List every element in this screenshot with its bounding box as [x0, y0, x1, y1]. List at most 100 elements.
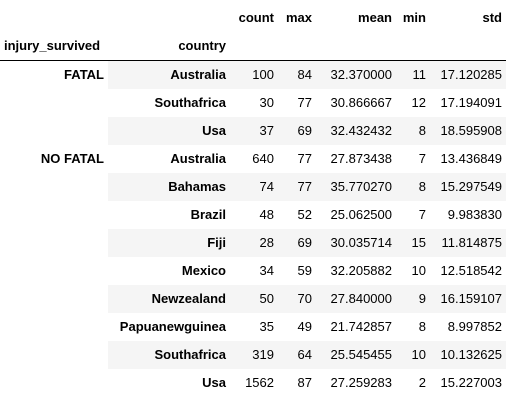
- cell-std: 15.227003: [430, 369, 506, 397]
- cell-std: 10.132625: [430, 341, 506, 369]
- corner-cell: [0, 4, 108, 32]
- column-header-mean: mean: [316, 4, 396, 32]
- cell-std: 17.194091: [430, 89, 506, 117]
- table-row: FATAL Australia 100 84 32.370000 11 17.120285: [0, 60, 506, 145]
- row-label-country: Southafrica: [108, 89, 230, 117]
- table-body: FATAL Australia 100 84 32.370000 11 17.120285 S…: [0, 60, 506, 397]
- table-row: Papuanewguinea 35 49 21.742857 8 8.997852: [0, 313, 506, 341]
- column-header-row: count max mean min std: [0, 4, 506, 32]
- cell-mean: 35.770270: [316, 173, 396, 201]
- cell-mean: 30.866667: [316, 89, 396, 117]
- row-label-country: Usa: [108, 369, 230, 397]
- cell-mean: 30.035714: [316, 229, 396, 257]
- table-row: Usa 1562 87 27.259283 2 15.227003: [0, 369, 506, 397]
- table-row: NO FATAL Australia 640 77 27.873438 7 13.43684…: [0, 145, 506, 397]
- index-name-filler: [396, 32, 430, 61]
- cell-max: 77: [278, 173, 316, 201]
- cell-min: 10: [396, 341, 430, 369]
- table-row: Fiji 28 69 30.035714 15 11.814875: [0, 229, 506, 257]
- cell-max: 49: [278, 313, 316, 341]
- cell-mean: 27.840000: [316, 285, 396, 313]
- cell-min: 7: [396, 145, 430, 173]
- cell-max: 70: [278, 285, 316, 313]
- index-name-filler: [430, 32, 506, 61]
- cell-mean: 25.545455: [316, 341, 396, 369]
- cell-count: 74: [230, 173, 278, 201]
- cell-count: 319: [230, 341, 278, 369]
- cell-std: 16.159107: [430, 285, 506, 313]
- cell-mean: 25.062500: [316, 201, 396, 229]
- cell-max: 52: [278, 201, 316, 229]
- cell-mean: 32.370000: [316, 60, 396, 89]
- cell-max: 84: [278, 60, 316, 89]
- row-label-country: Fiji: [108, 229, 230, 257]
- index-name-injury-survived: injury_survived: [0, 32, 108, 61]
- row-label-country: Usa: [108, 117, 230, 145]
- row-label-country: Papuanewguinea: [108, 313, 230, 341]
- cell-min: 8: [396, 173, 430, 201]
- cell-max: 77: [278, 89, 316, 117]
- table-row: Usa 37 69 32.432432 8 18.595908: [0, 117, 506, 145]
- table-row: Southafrica 319 64 25.545455 10 10.132625: [0, 341, 506, 369]
- row-label-country: Mexico: [108, 257, 230, 285]
- cell-count: 48: [230, 201, 278, 229]
- table-row: Bahamas 74 77 35.770270 8 15.297549: [0, 173, 506, 201]
- column-header-std: std: [430, 4, 506, 32]
- cell-min: 9: [396, 285, 430, 313]
- cell-count: 1562: [230, 369, 278, 397]
- cell-std: 13.436849: [430, 145, 506, 173]
- dataframe-table: count max mean min std injury_survived c…: [0, 4, 506, 397]
- group-label-injury-survived: NO FATAL: [0, 145, 108, 397]
- cell-count: 34: [230, 257, 278, 285]
- index-name-country: country: [108, 32, 230, 61]
- group-label-injury-survived: FATAL: [0, 60, 108, 145]
- column-header-min: min: [396, 4, 430, 32]
- row-label-country: Australia: [108, 145, 230, 173]
- cell-count: 37: [230, 117, 278, 145]
- cell-mean: 32.432432: [316, 117, 396, 145]
- cell-min: 7: [396, 201, 430, 229]
- cell-std: 9.983830: [430, 201, 506, 229]
- index-name-filler: [316, 32, 396, 61]
- cell-std: 8.997852: [430, 313, 506, 341]
- index-name-filler: [230, 32, 278, 61]
- cell-max: 87: [278, 369, 316, 397]
- cell-max: 77: [278, 145, 316, 173]
- row-label-country: Southafrica: [108, 341, 230, 369]
- cell-count: 100: [230, 60, 278, 89]
- cell-min: 12: [396, 89, 430, 117]
- cell-max: 59: [278, 257, 316, 285]
- cell-max: 69: [278, 229, 316, 257]
- cell-min: 8: [396, 117, 430, 145]
- cell-std: 15.297549: [430, 173, 506, 201]
- table-row: Brazil 48 52 25.062500 7 9.983830: [0, 201, 506, 229]
- index-name-row: injury_survived country: [0, 32, 506, 61]
- table-row: Newzealand 50 70 27.840000 9 16.159107: [0, 285, 506, 313]
- row-label-country: Bahamas: [108, 173, 230, 201]
- cell-std: 11.814875: [430, 229, 506, 257]
- row-label-country: Newzealand: [108, 285, 230, 313]
- column-header-max: max: [278, 4, 316, 32]
- cell-std: 17.120285: [430, 60, 506, 89]
- table-row: Mexico 34 59 32.205882 10 12.518542: [0, 257, 506, 285]
- index-name-filler: [278, 32, 316, 61]
- cell-count: 640: [230, 145, 278, 173]
- cell-min: 15: [396, 229, 430, 257]
- cell-min: 10: [396, 257, 430, 285]
- corner-cell: [108, 4, 230, 32]
- cell-count: 50: [230, 285, 278, 313]
- cell-mean: 27.259283: [316, 369, 396, 397]
- cell-min: 8: [396, 313, 430, 341]
- cell-mean: 27.873438: [316, 145, 396, 173]
- cell-std: 12.518542: [430, 257, 506, 285]
- cell-max: 64: [278, 341, 316, 369]
- table-header: count max mean min std injury_survived c…: [0, 4, 506, 61]
- row-label-country: Australia: [108, 60, 230, 89]
- cell-count: 30: [230, 89, 278, 117]
- cell-min: 11: [396, 60, 430, 89]
- row-label-country: Brazil: [108, 201, 230, 229]
- table-row: Southafrica 30 77 30.866667 12 17.194091: [0, 89, 506, 117]
- cell-count: 35: [230, 313, 278, 341]
- cell-mean: 21.742857: [316, 313, 396, 341]
- cell-min: 2: [396, 369, 430, 397]
